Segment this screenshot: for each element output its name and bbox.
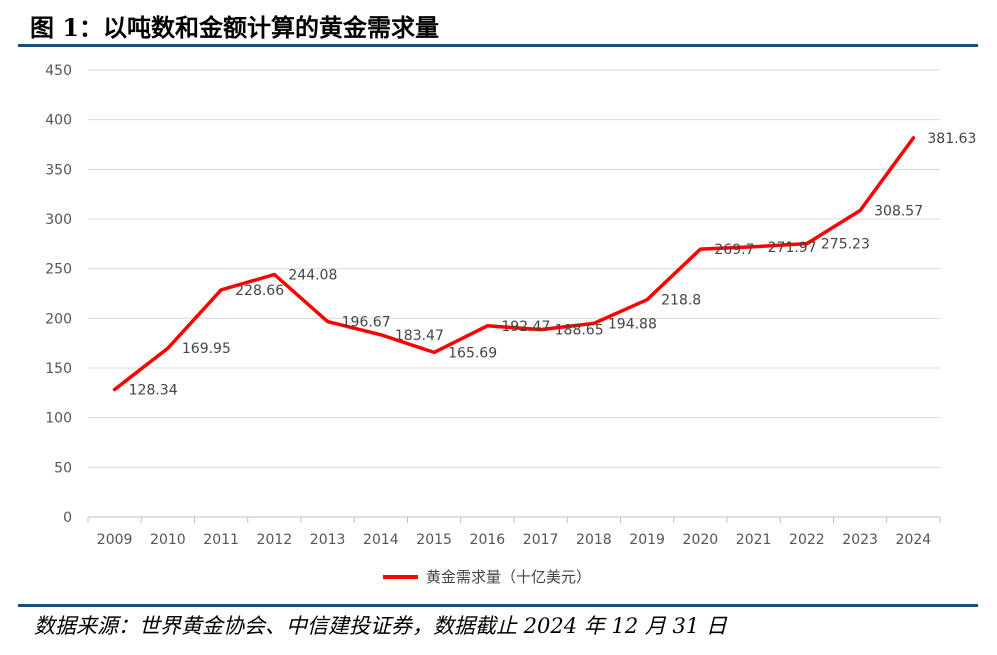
x-tick-label: 2009 <box>97 532 133 548</box>
x-tick-label: 2011 <box>203 532 239 548</box>
data-label: 269.7 <box>714 242 754 258</box>
line-chart: 0 50 100 150 200 250 300 350 400 450 2009 2010 2011… <box>45 63 977 586</box>
data-label: 194.88 <box>608 316 657 332</box>
top-rule <box>18 44 978 47</box>
x-tick-label: 2014 <box>363 532 399 548</box>
x-axis-ticks: 2009 2010 2011 2012 2013 2014 2015 2016 2017 2018… <box>87 517 941 548</box>
y-tick-label: 300 <box>45 212 72 228</box>
x-tick-label: 2020 <box>683 532 719 548</box>
x-tick-label: 2021 <box>736 532 772 548</box>
y-tick-label: 50 <box>54 460 72 476</box>
x-tick-label: 2019 <box>629 532 665 548</box>
x-tick-label: 2010 <box>150 532 186 548</box>
data-label: 196.67 <box>342 315 391 331</box>
x-tick-label: 2023 <box>842 532 878 548</box>
data-label: 275.23 <box>821 237 870 253</box>
y-tick-label: 450 <box>45 63 72 79</box>
data-label: 165.69 <box>448 345 497 361</box>
x-tick-label: 2015 <box>416 532 452 548</box>
y-tick-label: 150 <box>45 361 72 377</box>
source-note: 数据来源：世界黄金协会、中信建投证券，数据截止 2024 年 12 月 31 日 <box>34 614 727 638</box>
y-tick-label: 200 <box>45 311 72 327</box>
bottom-rule <box>18 604 978 607</box>
data-label: 188.65 <box>555 323 604 339</box>
data-label: 169.95 <box>182 341 231 357</box>
y-axis-ticks: 0 50 100 150 200 250 300 350 400 450 <box>45 63 72 526</box>
y-tick-label: 100 <box>45 411 72 427</box>
figure-title: 图 1：以吨数和金额计算的黄金需求量 <box>30 13 440 42</box>
x-tick-label: 2013 <box>310 532 346 548</box>
data-label: 183.47 <box>395 328 444 344</box>
data-label: 244.08 <box>288 268 337 284</box>
x-tick-label: 2012 <box>257 532 293 548</box>
x-tick-label: 2024 <box>896 532 932 548</box>
series-line-path <box>112 136 916 392</box>
data-label: 271.97 <box>768 240 817 256</box>
x-tick-label: 2017 <box>523 532 559 548</box>
data-label: 218.8 <box>661 293 701 309</box>
series-line <box>112 136 916 392</box>
data-label: 308.57 <box>874 203 923 219</box>
x-tick-label: 2018 <box>576 532 612 548</box>
legend-label: 黄金需求量（十亿美元） <box>426 568 591 586</box>
y-tick-label: 400 <box>45 113 72 129</box>
y-tick-label: 0 <box>63 510 72 526</box>
gridlines <box>88 69 940 518</box>
x-tick-label: 2022 <box>789 532 825 548</box>
x-tick-label: 2016 <box>470 532 506 548</box>
data-label: 128.34 <box>129 383 178 399</box>
data-label: 228.66 <box>235 283 284 299</box>
y-tick-label: 250 <box>45 262 72 278</box>
y-tick-label: 350 <box>45 162 72 178</box>
data-label: 192.47 <box>501 319 550 335</box>
legend: 黄金需求量（十亿美元） <box>383 568 591 586</box>
data-label: 381.63 <box>927 131 976 147</box>
